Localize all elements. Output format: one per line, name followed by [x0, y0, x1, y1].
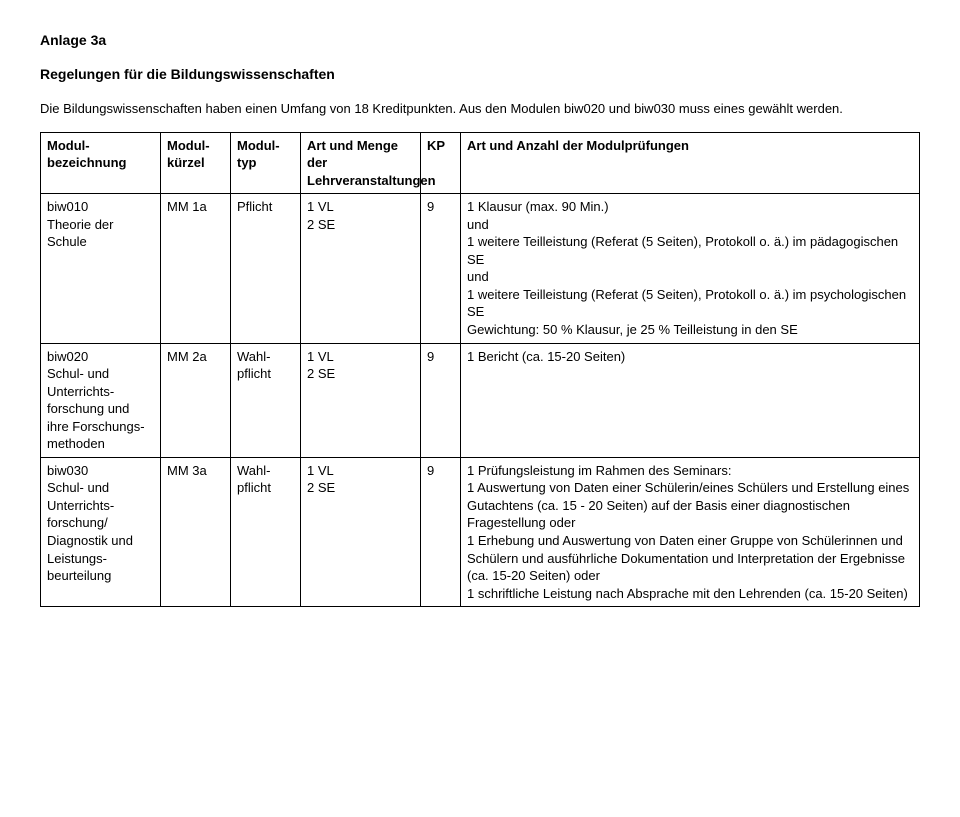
attachment-label: Anlage 3a — [40, 32, 920, 48]
table-cell: biw030 Schul- und Unterrichts-forschung/… — [41, 457, 161, 606]
table-cell: 1 Bericht (ca. 15-20 Seiten) — [461, 343, 920, 457]
table-row: biw010 Theorie der SchuleMM 1aPflicht1 V… — [41, 194, 920, 343]
page-title: Regelungen für die Bildungswissenschafte… — [40, 66, 920, 82]
table-cell: 1 VL 2 SE — [301, 194, 421, 343]
header-pruefungen: Art und Anzahl der Modulprüfungen — [461, 132, 920, 194]
intro-text: Die Bildungswissenschaften haben einen U… — [40, 100, 920, 118]
table-cell: 9 — [421, 343, 461, 457]
table-cell: 1 VL 2 SE — [301, 343, 421, 457]
table-cell: Pflicht — [231, 194, 301, 343]
table-row: biw020 Schul- und Unterrichts-forschung … — [41, 343, 920, 457]
table-cell: Wahl-pflicht — [231, 457, 301, 606]
table-cell: MM 2a — [161, 343, 231, 457]
table-cell: biw010 Theorie der Schule — [41, 194, 161, 343]
table-row: biw030 Schul- und Unterrichts-forschung/… — [41, 457, 920, 606]
table-cell: 1 VL 2 SE — [301, 457, 421, 606]
table-cell: 9 — [421, 457, 461, 606]
table-cell: MM 1a — [161, 194, 231, 343]
header-modultyp: Modul-typ — [231, 132, 301, 194]
header-art-menge: Art und Menge der Lehrveranstaltungen — [301, 132, 421, 194]
table-cell: 1 Klausur (max. 90 Min.) und 1 weitere T… — [461, 194, 920, 343]
table-cell: 1 Prüfungsleistung im Rahmen des Seminar… — [461, 457, 920, 606]
table-header-row: Modul-bezeichnung Modul-kürzel Modul-typ… — [41, 132, 920, 194]
table-cell: 9 — [421, 194, 461, 343]
header-modulkuerzel: Modul-kürzel — [161, 132, 231, 194]
header-modulbezeichnung: Modul-bezeichnung — [41, 132, 161, 194]
table-cell: MM 3a — [161, 457, 231, 606]
table-cell: biw020 Schul- und Unterrichts-forschung … — [41, 343, 161, 457]
table-cell: Wahl-pflicht — [231, 343, 301, 457]
module-table: Modul-bezeichnung Modul-kürzel Modul-typ… — [40, 132, 920, 608]
